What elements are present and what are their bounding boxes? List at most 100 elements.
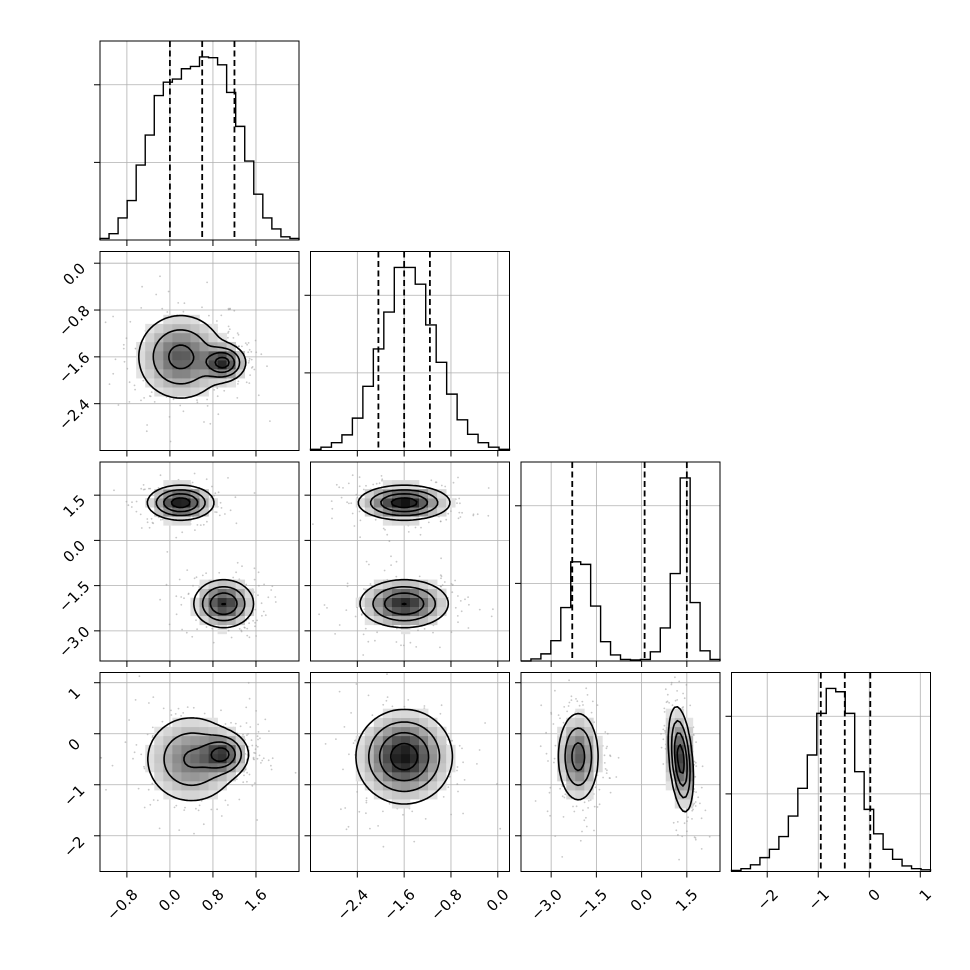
scatter-point: [331, 507, 334, 510]
scatter-point: [235, 522, 238, 525]
density-cell: [163, 341, 173, 352]
scatter-point: [233, 309, 236, 312]
scatter-point: [274, 596, 277, 598]
scatter-point: [450, 583, 453, 585]
scatter-point: [447, 786, 450, 788]
scatter-point: [247, 342, 250, 344]
density-cell: [217, 597, 227, 608]
scatter-point: [148, 487, 150, 490]
density-cell: [391, 790, 402, 800]
density-cell: [382, 507, 393, 517]
density-cell: [208, 351, 218, 361]
density-cell: [163, 387, 173, 397]
density-cell: [190, 314, 200, 325]
density-cell: [136, 369, 146, 379]
density-cell: [181, 790, 191, 800]
density-cell: [172, 753, 182, 764]
contour-line: [564, 719, 691, 799]
scatter-point: [583, 801, 586, 804]
density-cell: [364, 489, 375, 499]
density-cell: [235, 735, 246, 746]
density-cell: [437, 744, 447, 755]
density-cell: [208, 332, 218, 343]
scatter-point: [462, 812, 464, 815]
x-tick-label: 0.0: [483, 886, 513, 916]
scatter-point: [338, 486, 341, 489]
density-cell: [181, 753, 191, 764]
panel-frame: [310, 251, 510, 451]
scatter-point: [216, 320, 218, 322]
scatter-point: [159, 474, 162, 477]
scatter-point: [463, 779, 466, 781]
contour-line: [138, 314, 247, 399]
density-cell: [136, 360, 146, 370]
density-cell: [428, 498, 438, 508]
density-cell: [683, 735, 694, 746]
density-cell: [217, 332, 227, 343]
scatter-point: [117, 404, 120, 406]
scatter-point: [268, 730, 270, 732]
density-cell: [575, 726, 585, 737]
scatter-point: [237, 380, 240, 383]
density-cells: [145, 480, 255, 635]
density-cell: [410, 753, 420, 764]
scatter-point: [143, 767, 146, 770]
density-cell: [391, 726, 402, 737]
scatter-point: [407, 531, 410, 533]
density-cell: [382, 498, 393, 508]
contour-line: [163, 493, 238, 616]
scatter-point: [549, 814, 551, 817]
scatter-point: [162, 707, 165, 710]
scatter-point: [364, 627, 367, 630]
scatter-point: [334, 633, 336, 635]
density-cell: [208, 781, 218, 791]
density-cell: [575, 744, 585, 755]
scatter-point: [197, 809, 200, 812]
scatter-point: [476, 763, 478, 765]
scatter-point: [439, 646, 441, 649]
scatter-point: [264, 718, 267, 721]
density-cell: [154, 744, 164, 755]
density-cell: [190, 735, 200, 746]
scatter-point: [362, 633, 365, 636]
scatter-point: [484, 722, 486, 724]
density-cell: [163, 735, 173, 746]
scatter-point: [201, 306, 203, 309]
density-cell: [400, 790, 411, 800]
density-cell: [235, 597, 246, 608]
density-cell: [410, 516, 420, 526]
scatter-point: [694, 761, 697, 764]
panel-frame: [99, 251, 300, 451]
density-cell: [181, 735, 191, 746]
scatter-point: [196, 399, 198, 401]
scatter-point: [687, 816, 689, 819]
density-cell: [190, 369, 200, 379]
density-cell: [373, 744, 384, 755]
contour-line: [146, 484, 255, 629]
scatter-point: [193, 577, 196, 580]
density-cell: [226, 378, 236, 388]
scatter-point: [180, 603, 183, 606]
scatter-point: [378, 482, 381, 485]
scatter-point: [423, 707, 426, 709]
density-cell: [428, 744, 438, 755]
density-cell: [199, 781, 209, 791]
scatter-point: [664, 729, 666, 732]
scatter-point: [440, 557, 442, 560]
scatter-point: [338, 690, 341, 693]
scatter-point: [253, 758, 256, 761]
density-cell: [437, 772, 447, 782]
density-cell: [217, 351, 227, 361]
density-cell: [199, 735, 209, 746]
scatter-point: [161, 518, 164, 521]
scatter-point: [660, 733, 662, 735]
scatter-point: [250, 358, 253, 361]
scatter-point: [259, 737, 261, 740]
density-cell: [382, 781, 393, 791]
scatter-point: [391, 705, 394, 708]
density-cell: [145, 360, 155, 370]
contour-line: [369, 489, 439, 622]
scatter-point: [270, 768, 273, 771]
scatter-point: [451, 583, 454, 586]
scatter-point: [548, 791, 551, 794]
